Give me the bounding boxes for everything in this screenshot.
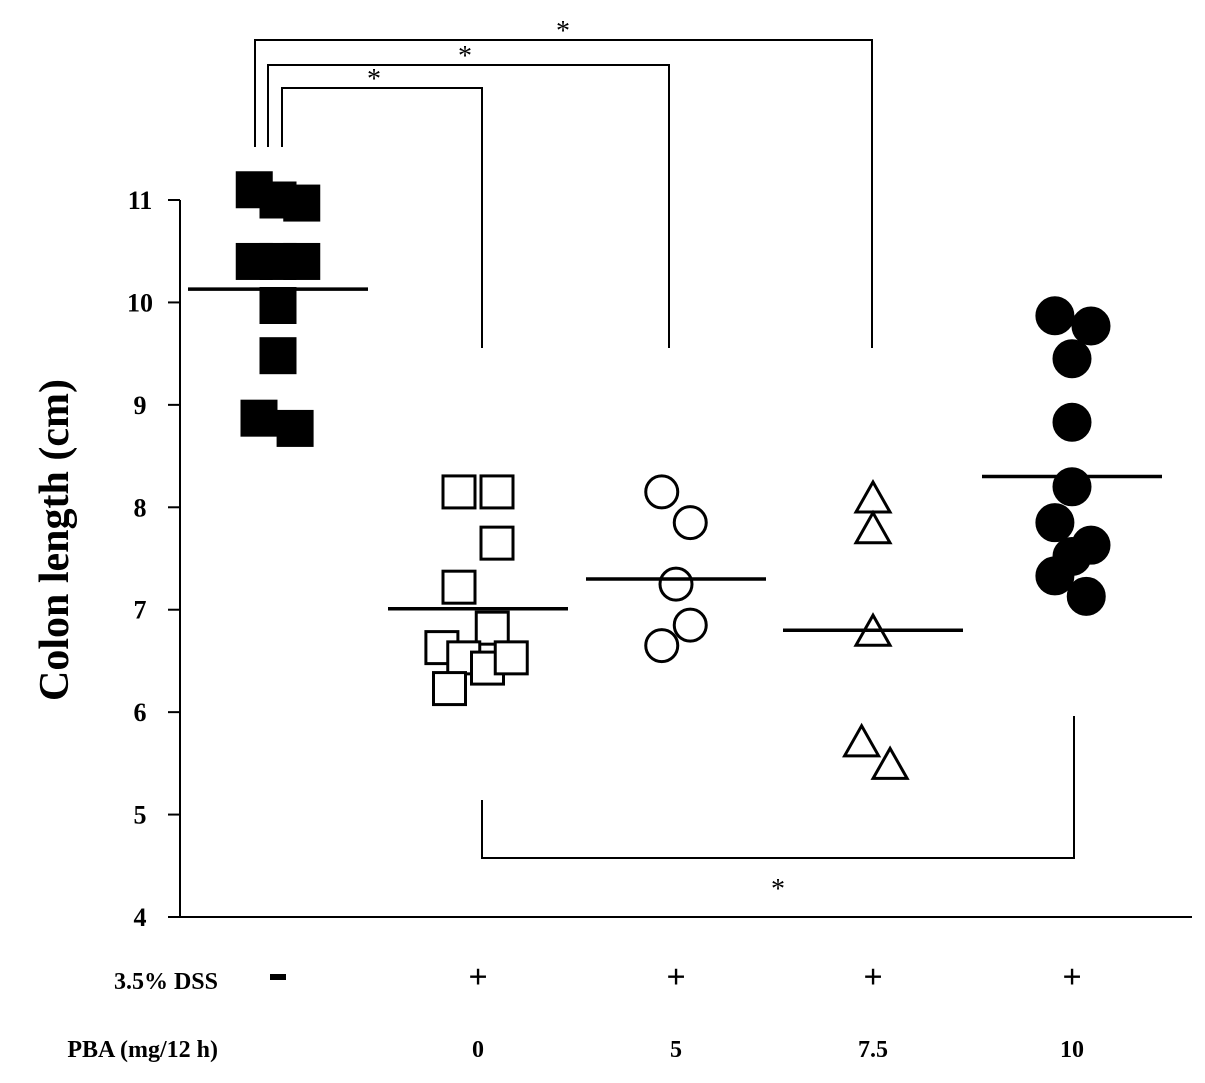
data-point-square [259, 287, 297, 325]
data-point-circle [1052, 467, 1092, 507]
pba-row-label: PBA (mg/12 h) [67, 1037, 218, 1063]
dss-minus-sign [270, 974, 286, 980]
y-tick-label: 11 [128, 186, 153, 215]
data-points [235, 171, 1111, 780]
data-point-circle [1052, 402, 1092, 442]
pba-dose-label: 10 [1060, 1037, 1084, 1063]
data-point-square [493, 640, 529, 676]
data-point-circle [672, 505, 708, 541]
data-point-square [283, 184, 321, 222]
data-point-circle [644, 474, 680, 510]
data-point-square [441, 569, 477, 605]
data-point-square [479, 525, 515, 561]
significance-star: * [458, 41, 472, 72]
data-point-circle [1066, 576, 1106, 616]
data-point-triangle [853, 509, 893, 545]
data-point-square [432, 671, 467, 707]
data-point-circle [644, 628, 680, 664]
y-tick-label: 10 [127, 288, 153, 317]
data-point-triangle [870, 745, 910, 780]
data-point-circle [1052, 339, 1092, 379]
y-axis-label: Colon length (cm) [32, 379, 78, 701]
y-tick-label: 9 [134, 391, 147, 420]
data-point-circle [1071, 306, 1111, 346]
y-tick-label: 4 [134, 903, 147, 932]
data-point-circle [1035, 503, 1075, 543]
y-tick-label: 8 [134, 493, 147, 522]
significance-bracket [281, 87, 483, 348]
dss-plus-sign: + [1062, 959, 1081, 996]
pba-dose-label: 7.5 [858, 1037, 888, 1063]
pba-dose-label: 5 [670, 1037, 682, 1063]
y-tick-label: 6 [134, 698, 147, 727]
pba-dose-label: 0 [472, 1037, 484, 1063]
significance-bracket [254, 39, 873, 348]
data-point-square [259, 337, 297, 375]
dss-plus-sign: + [863, 959, 882, 996]
significance-star: * [367, 64, 381, 95]
data-point-circle [1035, 556, 1075, 596]
y-tick-label: 5 [134, 801, 147, 830]
data-point-triangle [842, 722, 882, 758]
data-point-square [276, 409, 314, 447]
y-tick-label: 7 [134, 596, 147, 625]
dss-plus-sign: + [666, 959, 685, 996]
data-point-circle [1035, 296, 1075, 336]
data-point-square [479, 474, 515, 510]
data-point-square [240, 399, 278, 437]
significance-star: * [771, 874, 785, 905]
axes: 4 5 6 7 8 9 10 11 [127, 186, 1192, 932]
data-point-square [474, 610, 510, 646]
significance-bracket [481, 716, 1075, 859]
data-point-circle [658, 566, 694, 602]
significance-star: * [556, 16, 570, 47]
mean-lines [188, 287, 1162, 632]
data-point-triangle [853, 479, 893, 514]
significance-bracket [267, 64, 670, 348]
data-point-square [283, 242, 321, 280]
group-labels: +0 +5 +7.5 +10 [270, 959, 1084, 1063]
data-point-square [441, 474, 477, 510]
significance-brackets: * * * * [254, 16, 1075, 905]
dss-plus-sign: + [468, 959, 487, 996]
data-point-circle [672, 607, 708, 643]
dss-row-label: 3.5% DSS [114, 969, 218, 995]
